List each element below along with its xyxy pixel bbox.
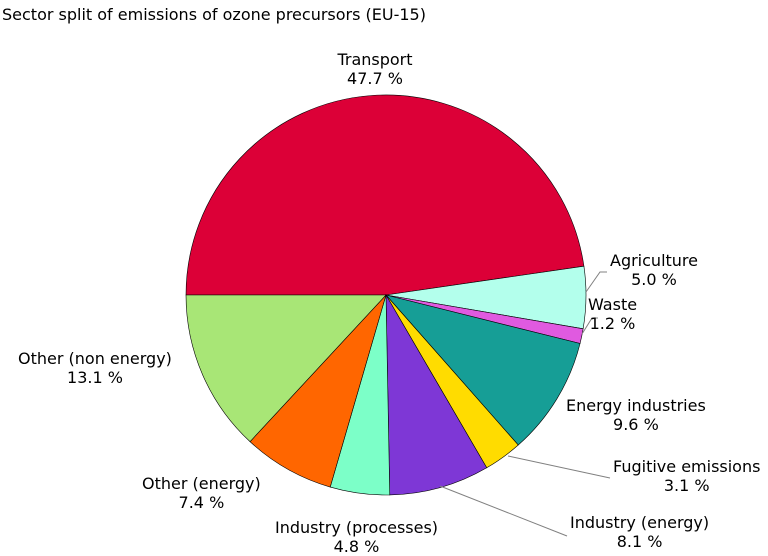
leader-line <box>581 317 598 335</box>
pie-slice-transport <box>185 94 585 296</box>
pie-slices <box>185 94 587 496</box>
leader-line <box>585 271 607 293</box>
slice-label-value: 3.1 % <box>664 476 710 495</box>
pie-slice-industry-energy <box>385 293 488 496</box>
slice-label-name: Industry (energy) <box>570 513 709 532</box>
chart-title: Sector split of emissions of ozone precu… <box>2 5 426 24</box>
slice-label-value: 47.7 % <box>347 69 403 88</box>
pie-slice-energy-industries <box>385 294 581 446</box>
slice-label-name: Industry (processes) <box>275 518 438 537</box>
leader-line <box>507 455 611 479</box>
leader-lines <box>439 271 611 537</box>
slice-label-name: Fugitive emissions <box>613 457 760 476</box>
slice-label-value: 9.6 % <box>613 415 659 434</box>
slice-label-name: Other (non energy) <box>18 349 172 368</box>
pie-slice-other-non-energy <box>185 294 387 443</box>
slice-label-name: Other (energy) <box>142 474 261 493</box>
slice-label-name: Energy industries <box>566 396 706 415</box>
slice-label-value: 4.8 % <box>334 537 380 556</box>
slice-label-name: Agriculture <box>610 251 698 270</box>
slice-label-value: 5.0 % <box>631 270 677 289</box>
slice-label-value: 1.2 % <box>590 314 636 333</box>
slice-label-name: Waste <box>588 295 637 314</box>
slice-label-value: 13.1 % <box>67 368 123 387</box>
slice-label-value: 8.1 % <box>617 532 663 551</box>
slice-label-value: 7.4 % <box>179 493 225 512</box>
leader-line <box>439 485 568 537</box>
slice-label-name: Transport <box>336 50 412 69</box>
